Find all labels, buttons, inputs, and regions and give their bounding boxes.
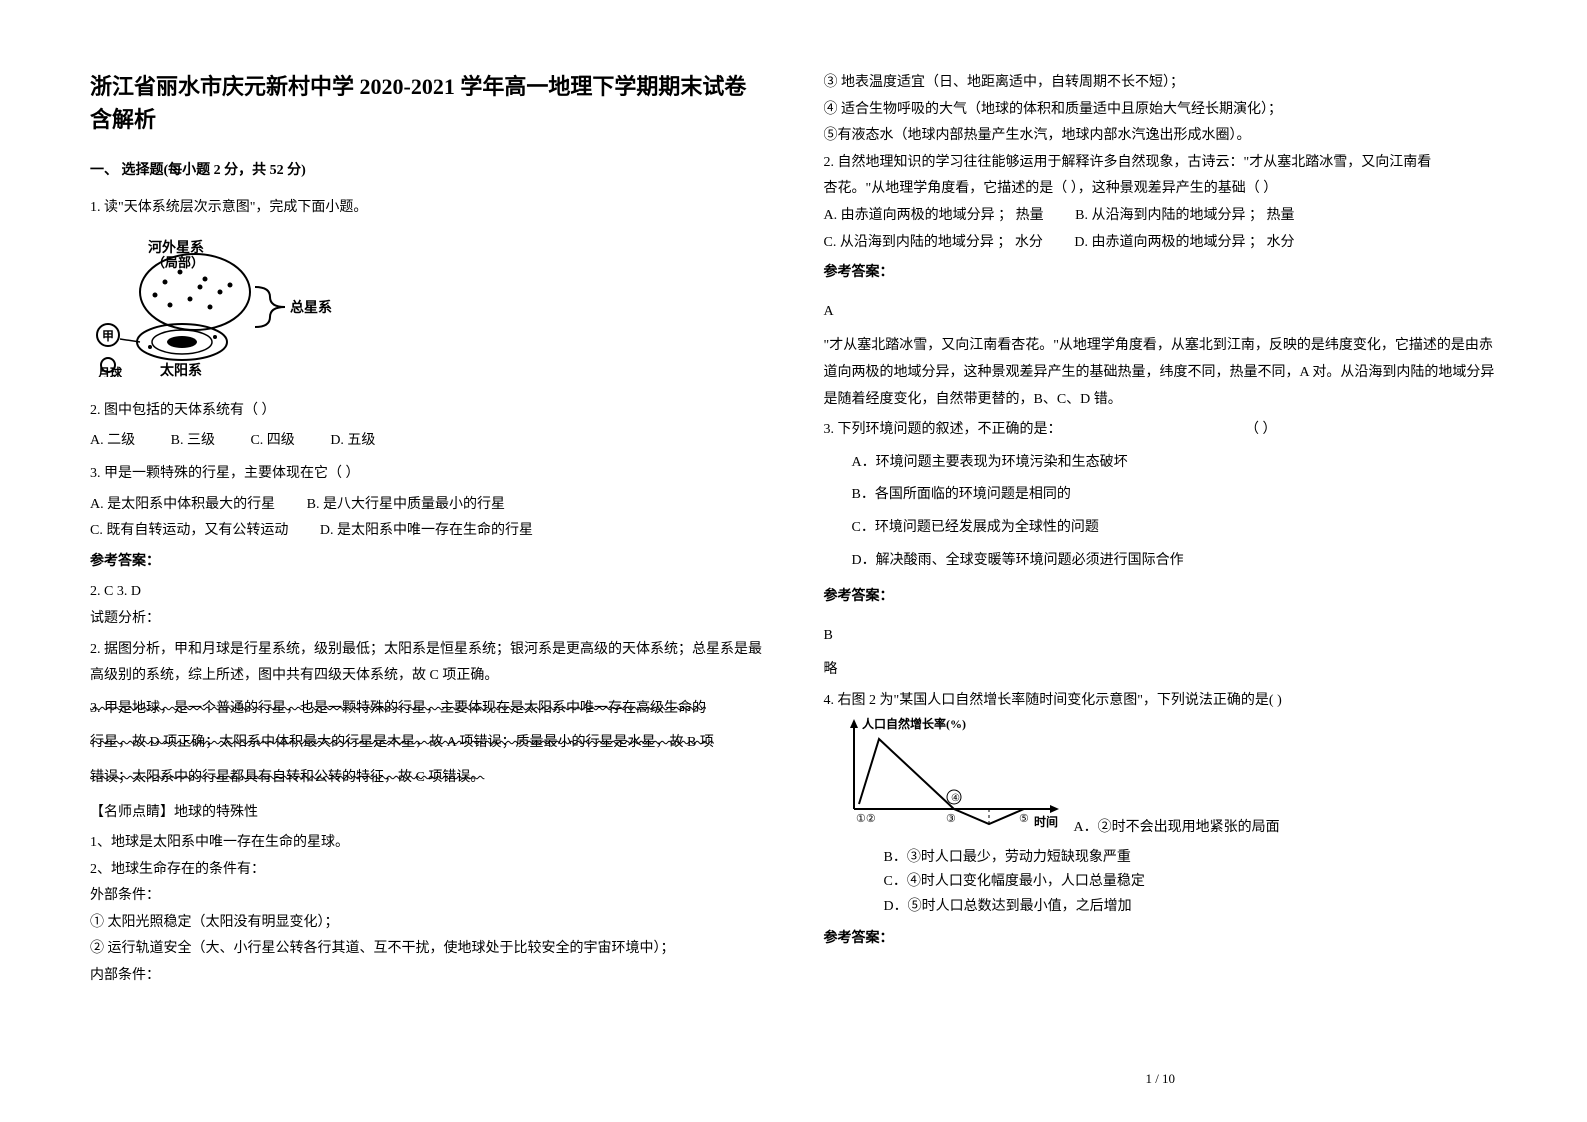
mark-5: ⑤: [1019, 813, 1029, 825]
q2-answer: A: [824, 299, 1498, 326]
page-container: 浙江省丽水市庆元新村中学 2020-2021 学年高一地理下学期期末试卷含解析 …: [90, 70, 1497, 1092]
q4-answer-label: 参考答案：: [824, 926, 1498, 953]
q4-opt-a-inline: A．②时不会出现用地紧张的局面: [1074, 817, 1280, 845]
q1-ext1: ① 太阳光照稳定（太阳没有明显变化）；: [90, 910, 764, 937]
q3-opt-d: D．解决酸雨、全球变暖等环境问题必须进行国际合作: [824, 548, 1498, 575]
q2-opts-row2: C. 从沿海到内陆的地域分异 ； 水分 D. 由赤道向两极的地域分异 ； 水分: [824, 230, 1498, 257]
chart-ylabel: 人口自然增长率(%): [862, 716, 966, 731]
q1-opts2: A. 二级 B. 三级 C. 四级 D. 五级: [90, 428, 764, 455]
q2-stem2: 杏花。"从地理学角度看，它描述的是（ ），这种景观差异产生的基础（ ）: [824, 176, 1498, 203]
q1-stem: 1. 读"天体系统层次示意图"，完成下面小题。: [90, 195, 764, 222]
q1-analysis-label: 试题分析：: [90, 606, 764, 633]
q4-opt-d: D．⑤时人口总数达到最小值，之后增加: [824, 896, 1498, 918]
q1-opt2-a: A. 二级: [90, 428, 135, 455]
q1-opt2-d: D. 五级: [330, 428, 375, 455]
q1-opt3-d: D. 是太阳系中唯一存在生命的行星: [320, 518, 533, 545]
svg-text:④: ④: [951, 793, 960, 804]
diagram-label-hewai: 河外星系: [148, 239, 204, 256]
left-column: 浙江省丽水市庆元新村中学 2020-2021 学年高一地理下学期期末试卷含解析 …: [90, 70, 764, 1092]
q1-sub3: 3. 甲是一颗特殊的行星，主要体现在它（ ）: [90, 461, 764, 488]
q1-ext2: ② 运行轨道安全（大、小行星公转各行其道、互不干扰，使地球处于比较安全的宇宙环境…: [90, 936, 764, 963]
q3-opt-c: C．环境问题已经发展成为全球性的问题: [824, 515, 1498, 542]
q1-opt3-a: A. 是太阳系中体积最大的行星: [90, 492, 275, 519]
q1-analysis2: 2. 据图分析，甲和月球是行星系统，级别最低；太阳系是恒星系统；银河系是更高级的…: [90, 637, 764, 690]
q3-opt-b: B．各国所面临的环境问题是相同的: [824, 482, 1498, 509]
diagram-label-yueqiu: 月球: [97, 365, 123, 377]
section-header: 一、 选择题(每小题 2 分，共 52 分): [90, 158, 764, 185]
q1-answer-label: 参考答案：: [90, 549, 764, 576]
q2-analysis: "才从塞北踏冰雪，又向江南看杏花。"从地理学角度看，从塞北到江南，反映的是纬度变…: [824, 333, 1498, 413]
q4-opt-c: C．④时人口变化幅度最小，人口总量稳定: [824, 871, 1498, 893]
q1-analysis3b: 行星，故 D 项正确；太阳系中体积最大的行星是木星，故 A 项错误；质量最小的行…: [90, 730, 764, 757]
q3-answer: B: [824, 623, 1498, 650]
q3-opt-a: A．环境问题主要表现为环境污染和生态破坏: [824, 450, 1498, 477]
diagram-label-taiyangxi: 太阳系: [160, 362, 202, 377]
q2-opts-row1: A. 由赤道向两极的地域分异 ； 热量 B. 从沿海到内陆的地域分异 ； 热量: [824, 203, 1498, 230]
q3-note: 略: [824, 657, 1498, 684]
q2-opt-a: A. 由赤道向两极的地域分异 ； 热量: [824, 203, 1044, 230]
q3-blank: （ ）: [1245, 422, 1277, 437]
mark-3: ③: [946, 813, 956, 825]
q1-tip1: 1、地球是太阳系中唯一存在生命的星球。: [90, 830, 764, 857]
q4-chart: 人口自然增长率(%) 时间 ①② ④ ③ ⑤: [824, 714, 1074, 845]
q2-opt-d: D. 由赤道向两极的地域分异 ； 水分: [1074, 230, 1294, 257]
q2-opt-b: B. 从沿海到内陆的地域分异 ； 热量: [1075, 203, 1294, 230]
q2-opt-c: C. 从沿海到内陆的地域分异 ； 水分: [824, 230, 1043, 257]
q1-opts3-row2: C. 既有自转运动，又有公转运动 D. 是太阳系中唯一存在生命的行星: [90, 518, 764, 545]
diagram-label-zongxingxi: 总星系: [290, 299, 332, 316]
q1-answer: 2. C 3. D: [90, 579, 764, 606]
q4-stem: 4. 右图 2 为"某国人口自然增长率随时间变化示意图"，下列说法正确的是( ): [824, 688, 1498, 715]
int5: ⑤有液态水（地球内部热量产生水汽，地球内部水汽逸出形成水圈）。: [824, 123, 1498, 150]
q3-answer-label: 参考答案：: [824, 584, 1498, 611]
q2-stem1: 2. 自然地理知识的学习往往能够运用于解释许多自然现象，古诗云："才从塞北踏冰雪…: [824, 150, 1498, 177]
q1-tip-label: 【名师点睛】地球的特殊性: [90, 800, 764, 827]
mark-12: ①②: [856, 813, 876, 825]
q1-diagram: 河外星系 （局部） 总星系 甲 月球 太阳系: [90, 237, 764, 388]
int3: ③ 地表温度适宜（日、地距离适中，自转周期不长不短）；: [824, 70, 1498, 97]
q1-analysis3c: 错误；太阳系中的行星都具有自转和公转的特征，故 C 项错误。: [90, 765, 764, 792]
q4-opt-b: B．③时人口最少，劳动力短缺现象严重: [824, 847, 1498, 869]
right-column: ③ 地表温度适宜（日、地距离适中，自转周期不长不短）； ④ 适合生物呼吸的大气（…: [824, 70, 1498, 1092]
diagram-label-jubu: （局部）: [152, 255, 204, 270]
q1-opt2-c: C. 四级: [250, 428, 294, 455]
q1-opt3-b: B. 是八大行星中质量最小的行星: [307, 492, 505, 519]
q1-opts3-row1: A. 是太阳系中体积最大的行星 B. 是八大行星中质量最小的行星: [90, 492, 764, 519]
int4: ④ 适合生物呼吸的大气（地球的体积和质量适中且原始大气经长期演化）；: [824, 97, 1498, 124]
q3-stem: 3. 下列环境问题的叙述，不正确的是：: [824, 422, 1062, 437]
chart-xlabel: 时间: [1034, 814, 1058, 829]
q1-internal-label: 内部条件：: [90, 963, 764, 990]
diagram-label-jia: 甲: [102, 329, 114, 343]
q1-tip2: 2、地球生命存在的条件有：: [90, 857, 764, 884]
document-title: 浙江省丽水市庆元新村中学 2020-2021 学年高一地理下学期期末试卷含解析: [90, 70, 764, 136]
page-number: 1 / 10: [824, 1057, 1498, 1092]
q1-opt3-c: C. 既有自转运动，又有公转运动: [90, 518, 288, 545]
q1-external-label: 外部条件：: [90, 883, 764, 910]
q3-stem-row: 3. 下列环境问题的叙述，不正确的是： （ ）: [824, 417, 1498, 444]
q2-answer-label: 参考答案：: [824, 260, 1498, 287]
q1-analysis3a: 3. 甲是地球，是一个普通的行星，也是一颗特殊的行星，主要体现在是太阳系中唯一存…: [90, 696, 764, 723]
q1-opt2-b: B. 三级: [171, 428, 215, 455]
q4-chart-row: 人口自然增长率(%) 时间 ①② ④ ③ ⑤ A．②时不会出现用地紧张的局面: [824, 714, 1498, 845]
q1-sub2: 2. 图中包括的天体系统有（ ）: [90, 398, 764, 425]
